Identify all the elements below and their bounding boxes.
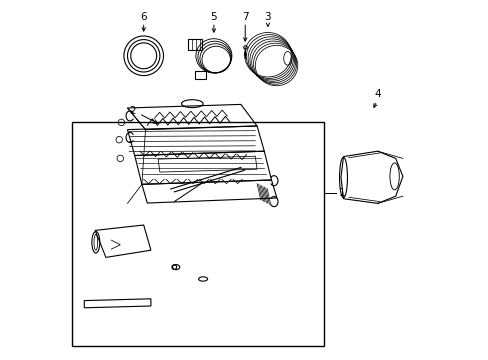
Text: 6: 6 — [140, 12, 147, 22]
Text: 4: 4 — [374, 89, 380, 99]
Text: 1: 1 — [338, 188, 345, 198]
Text: 5: 5 — [210, 12, 217, 22]
Bar — [72, 122, 323, 346]
Text: 2: 2 — [129, 105, 157, 123]
Text: 7: 7 — [242, 12, 248, 22]
Text: 3: 3 — [264, 12, 271, 22]
